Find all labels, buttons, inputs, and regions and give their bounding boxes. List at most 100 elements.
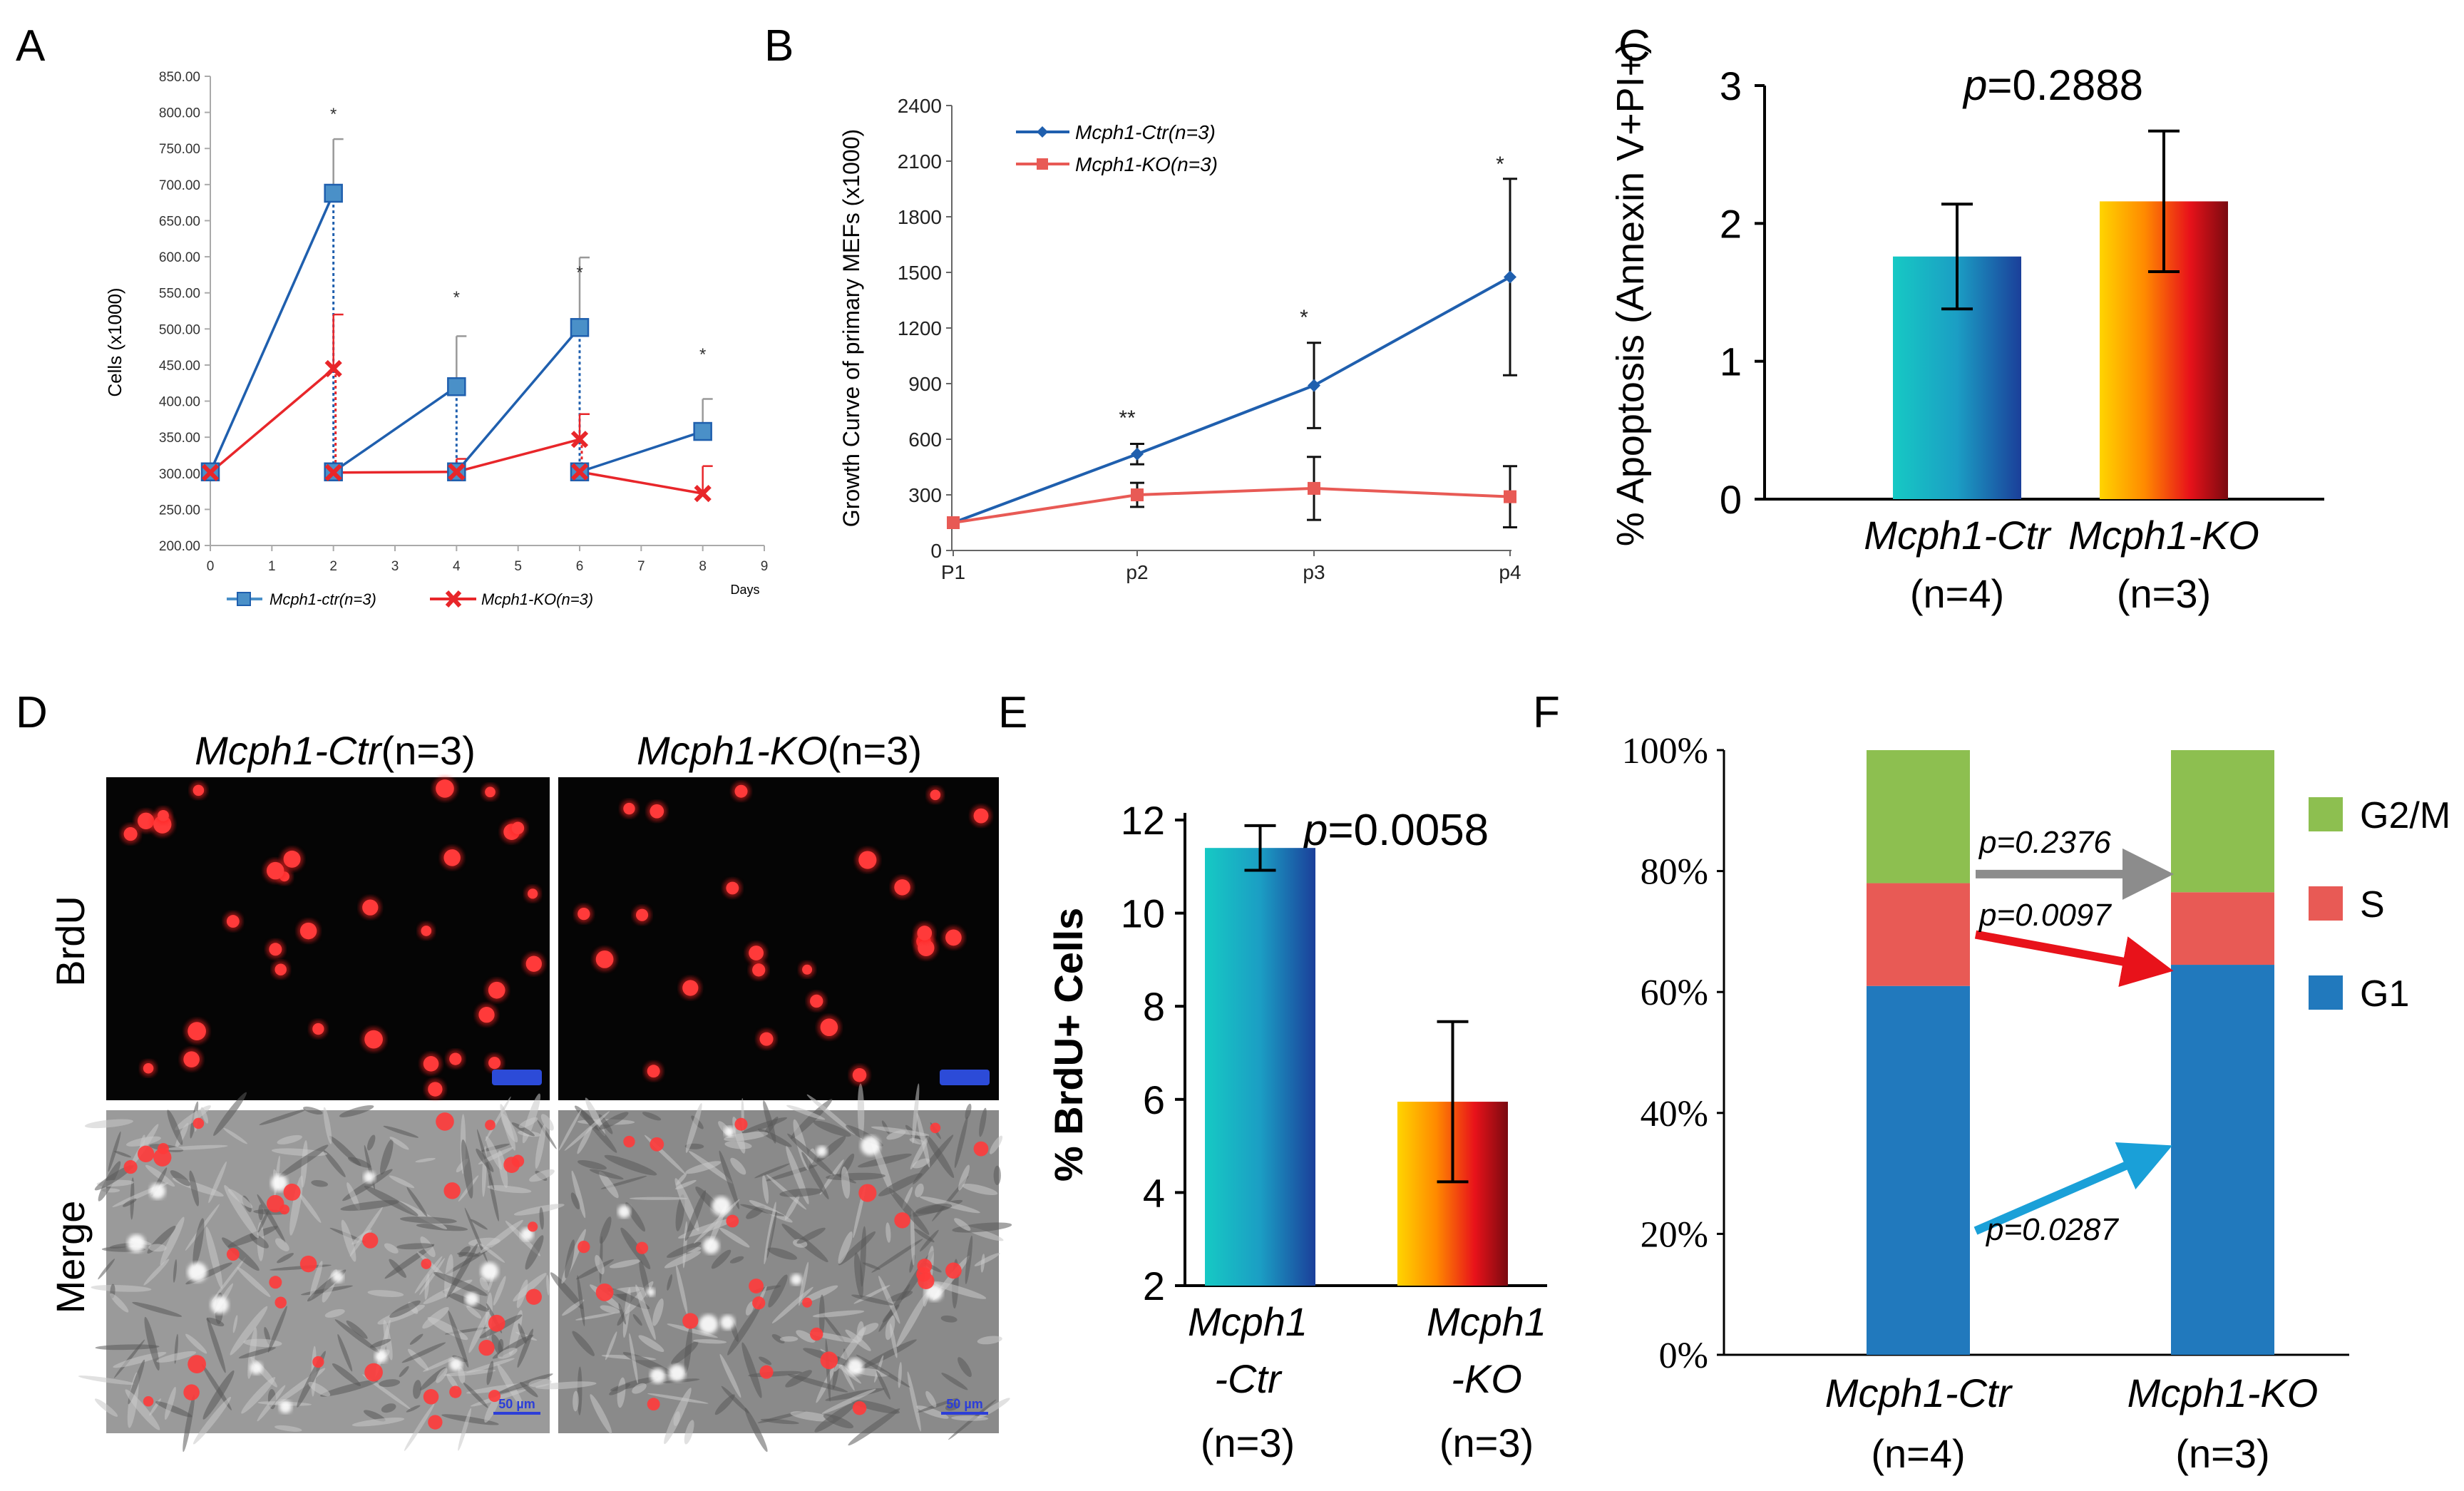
- d-cell-texture: [258, 1204, 264, 1221]
- panel-label-c: C: [1618, 21, 1651, 71]
- d-merge-cell: [647, 1398, 660, 1411]
- d-cell-texture: [399, 1216, 457, 1224]
- d-cell-texture: [500, 1104, 516, 1151]
- d-cell-texture: [925, 1390, 937, 1408]
- d-cell-texture: [458, 1366, 466, 1384]
- b-ctr-point: [1504, 270, 1516, 284]
- d-cell-texture: [257, 1210, 269, 1233]
- e-y-tick-label: 12: [1121, 798, 1165, 843]
- b-significance-star: *: [1300, 306, 1308, 329]
- d-cell-texture: [185, 1333, 207, 1354]
- d-cell-texture: [257, 1194, 286, 1243]
- panel-label-d: D: [16, 688, 48, 737]
- d-cell-texture: [766, 1211, 777, 1259]
- a-y-label: Cells (x1000): [104, 287, 125, 396]
- d-cell-texture: [201, 1364, 232, 1410]
- d-cell-texture: [464, 1207, 488, 1263]
- d-cell-texture: [598, 1112, 629, 1130]
- a-ctr-line-segment: [579, 430, 704, 473]
- d-merge-cell: [752, 1296, 766, 1310]
- b-x-tick-label: P1: [941, 561, 965, 583]
- d-cell-texture: [148, 1244, 167, 1252]
- d-cell-texture: [667, 1241, 702, 1259]
- d-brdu-cell: [266, 861, 284, 880]
- c-x-label: Mcph1-Ctr: [1864, 513, 2052, 558]
- d-cell-texture: [932, 1281, 987, 1299]
- e-y-tick-label: 6: [1143, 1077, 1165, 1122]
- d-cell-texture: [452, 1355, 468, 1363]
- d-bright-cell: [374, 1350, 388, 1363]
- d-cell-texture: [678, 1217, 736, 1239]
- d-bright-cell: [617, 1205, 631, 1219]
- d-cell-texture: [98, 1259, 115, 1280]
- d-cell-texture: [278, 1144, 329, 1178]
- d-cell-texture: [108, 1131, 121, 1172]
- d-cell-texture: [274, 1425, 302, 1432]
- c-x-label-n: (n=4): [1910, 571, 2004, 616]
- d-cell-texture: [945, 1402, 960, 1411]
- a-ctr-point: [324, 183, 343, 203]
- d-cell-texture: [192, 1396, 232, 1445]
- d-cell-texture: [346, 1320, 368, 1339]
- b-legend-ko-label: Mcph1-KO(n=3): [1075, 153, 1218, 175]
- f-x-label-n: (n=4): [1871, 1431, 1965, 1476]
- f-bar-segment-s: [2171, 892, 2274, 965]
- d-cell-texture: [896, 1291, 929, 1348]
- d-cell-texture: [787, 1133, 835, 1176]
- d-cell-texture: [208, 1161, 227, 1204]
- d-cell-texture: [765, 1164, 818, 1182]
- d-cell-texture: [486, 1136, 503, 1170]
- d-cell-texture: [497, 1364, 524, 1409]
- d-cell-texture: [480, 1219, 523, 1254]
- b-y-tick-label: 2100: [898, 150, 942, 173]
- d-cell-texture: [915, 1203, 953, 1214]
- a-x-tick-label: 7: [637, 559, 645, 574]
- d-cell-texture: [476, 1148, 494, 1172]
- d-cell-texture: [448, 1310, 469, 1368]
- d-cell-texture: [323, 1107, 332, 1144]
- a-ctr-line-segment: [209, 193, 335, 473]
- d-cell-texture: [885, 1222, 891, 1243]
- d-cell-texture: [838, 1231, 853, 1264]
- d-cell-texture: [721, 1385, 749, 1414]
- d-brdu-cell: [726, 881, 739, 895]
- d-brdu-cell: [802, 964, 813, 975]
- d-cell-texture: [727, 1303, 761, 1356]
- d-cell-texture: [826, 1172, 885, 1181]
- d-cell-texture: [558, 1110, 582, 1151]
- d-row-label-merge: Merge: [48, 1201, 93, 1314]
- f-y-tick-label: 0%: [1659, 1336, 1708, 1376]
- d-cell-texture: [518, 1117, 538, 1128]
- a-ko-point: [570, 463, 589, 481]
- d-bright-cell: [449, 1358, 463, 1371]
- d-cell-texture: [719, 1353, 741, 1398]
- d-cell-texture: [719, 1227, 750, 1248]
- c-y-tick-label: 0: [1720, 477, 1742, 522]
- d-cell-texture: [768, 1274, 788, 1308]
- d-cell-texture: [399, 1366, 409, 1378]
- d-cell-texture: [443, 1369, 496, 1376]
- d-row-label-brdu: BrdU: [48, 896, 93, 987]
- d-cell-texture: [540, 1114, 554, 1131]
- d-brdu-cell: [682, 980, 699, 996]
- d-brdu-cell: [635, 908, 649, 921]
- d-cell-texture: [192, 1218, 205, 1267]
- d-cell-texture: [989, 1135, 1003, 1154]
- d-cell-texture: [580, 1110, 617, 1153]
- d-merge-cell: [578, 1240, 590, 1254]
- d-cell-texture: [618, 1303, 626, 1325]
- f-y-tick-label: 40%: [1641, 1094, 1708, 1134]
- d-cell-texture: [419, 1258, 445, 1296]
- d-bright-cell: [702, 1237, 719, 1254]
- d-cell-texture: [573, 1390, 579, 1412]
- d-merge-cell: [749, 1279, 764, 1293]
- a-ko-point: [324, 359, 342, 378]
- a-ctr-line-segment: [332, 385, 458, 473]
- d-merge-cell: [917, 1259, 933, 1274]
- a-y-tick-label: 400.00: [159, 395, 200, 410]
- panel-label-a: A: [16, 21, 46, 71]
- d-cell-texture: [652, 1298, 664, 1326]
- d-cell-texture: [577, 1159, 607, 1170]
- d-cell-texture: [340, 1200, 399, 1211]
- a-y-tick-label: 850.00: [159, 70, 200, 85]
